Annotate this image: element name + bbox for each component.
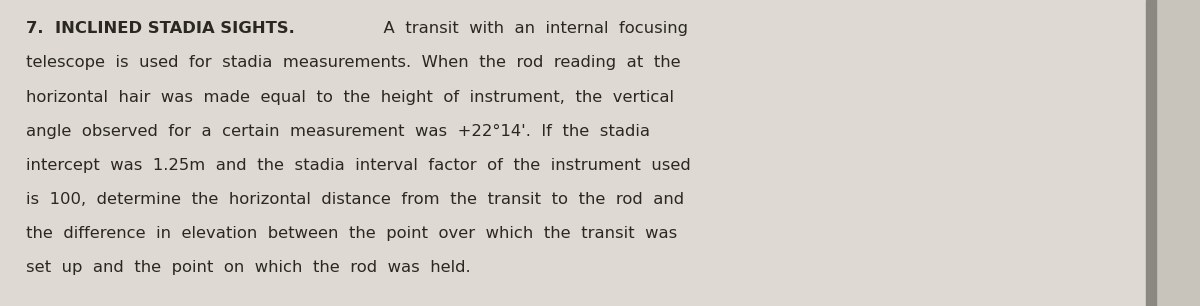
Text: intercept  was  1.25m  and  the  stadia  interval  factor  of  the  instrument  : intercept was 1.25m and the stadia inter… [26,158,691,173]
Text: 7.  INCLINED STADIA SIGHTS.: 7. INCLINED STADIA SIGHTS. [26,21,295,36]
Text: is  100,  determine  the  horizontal  distance  from  the  transit  to  the  rod: is 100, determine the horizontal distanc… [26,192,684,207]
Text: telescope  is  used  for  stadia  measurements.  When  the  rod  reading  at  th: telescope is used for stadia measurement… [26,55,682,70]
Text: set  up  and  the  point  on  which  the  rod  was  held.: set up and the point on which the rod wa… [26,260,472,275]
Text: A  transit  with  an  internal  focusing: A transit with an internal focusing [373,21,688,36]
Text: horizontal  hair  was  made  equal  to  the  height  of  instrument,  the  verti: horizontal hair was made equal to the he… [26,89,674,105]
Text: the  difference  in  elevation  between  the  point  over  which  the  transit  : the difference in elevation between the … [26,226,678,241]
Bar [1156,0,1200,306]
Text: angle  observed  for  a  certain  measurement  was  +22°14'.  If  the  stadia: angle observed for a certain measurement… [26,124,650,139]
Bar [1146,0,1156,306]
